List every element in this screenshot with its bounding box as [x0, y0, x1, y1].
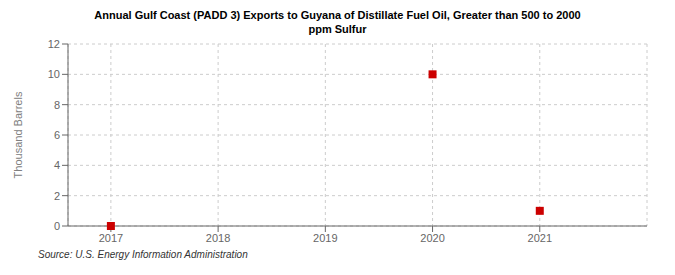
svg-text:10: 10	[48, 68, 60, 80]
svg-text:6: 6	[54, 129, 60, 141]
svg-text:2: 2	[54, 190, 60, 202]
svg-text:2019: 2019	[313, 232, 337, 244]
svg-text:4: 4	[54, 159, 60, 171]
html-text:Annual Gulf Coast (PADD 3) Exp: Annual Gulf Coast (PADD 3) Exports to Gu…	[94, 9, 581, 21]
svg-text:Thousand Barrels: Thousand Barrels	[12, 91, 24, 178]
svg-text:0: 0	[54, 220, 60, 232]
html-text:Source: U.S. Energy Informatio: Source: U.S. Energy Information Administ…	[38, 249, 248, 260]
html-text:ppm Sulfur: ppm Sulfur	[308, 23, 367, 35]
svg-text:2021: 2021	[528, 232, 552, 244]
svg-text:2020: 2020	[420, 232, 444, 244]
svg-text:12: 12	[48, 38, 60, 50]
svg-text:2018: 2018	[206, 232, 230, 244]
svg-text:2017: 2017	[99, 232, 123, 244]
svg-text:8: 8	[54, 99, 60, 111]
